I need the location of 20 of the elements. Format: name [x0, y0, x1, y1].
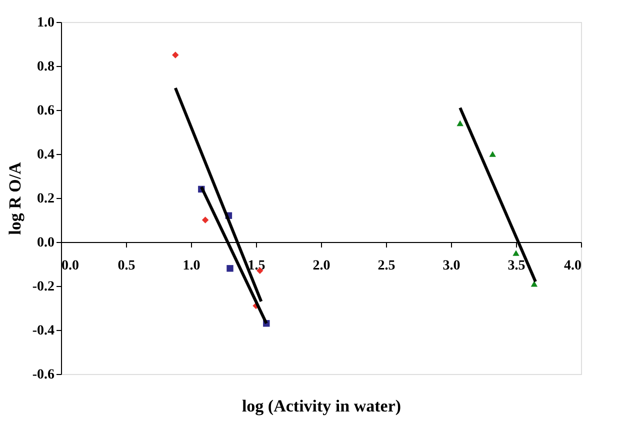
y-axis-title: log R O/A — [5, 161, 24, 235]
y-tick-label: 0.8 — [37, 60, 54, 74]
x-tick-label: 2.5 — [378, 258, 396, 274]
x-tick-label: 4.0 — [564, 258, 582, 274]
y-tick-label: 1.0 — [37, 16, 54, 30]
x-tick-label: 3.0 — [442, 258, 460, 274]
x-tick-label: 2.0 — [312, 258, 330, 274]
y-tick-label: 0.2 — [37, 192, 54, 206]
y-tick-label: -0.6 — [32, 368, 54, 382]
x-tick-label: 3.5 — [508, 258, 526, 274]
y-tick-label: 0.4 — [37, 148, 54, 162]
y-tick-label: -0.2 — [32, 280, 54, 294]
x-axis-title: log (Activity in water) — [242, 396, 402, 416]
y-tick-label: 0.6 — [37, 104, 54, 118]
x-tick-label: 1.0 — [182, 258, 200, 274]
y-tick-label: 0.0 — [37, 236, 54, 250]
y-tick-label: -0.4 — [32, 324, 54, 338]
x-tick-label: 0.0 — [62, 258, 79, 274]
x-tick-label: 1.5 — [248, 258, 266, 274]
x-tick-label: 0.5 — [118, 258, 136, 274]
